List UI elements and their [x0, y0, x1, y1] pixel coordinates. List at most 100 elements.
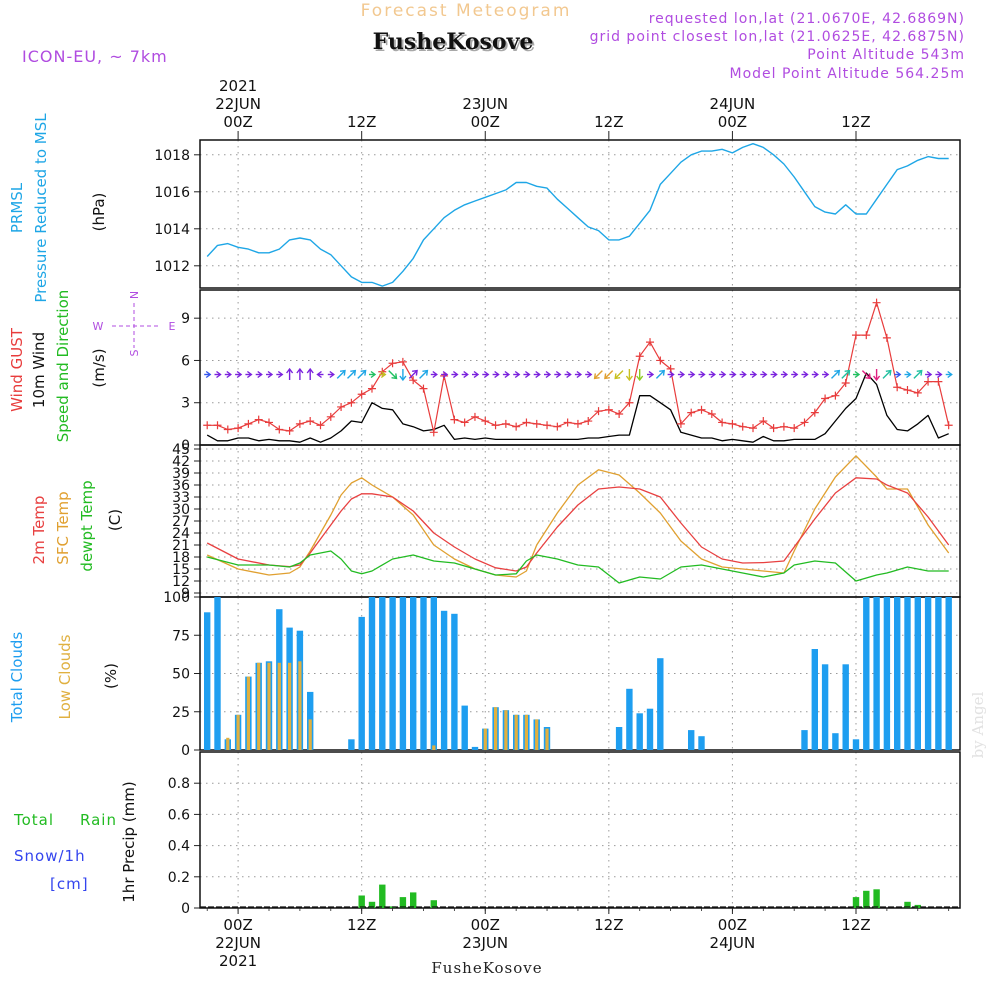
arrow-head — [205, 370, 212, 379]
ytick-label: 1018 — [154, 148, 190, 164]
pressure-label-line1: PRMSL — [8, 182, 26, 233]
wind-direction-arrow — [574, 370, 583, 379]
total-cloud-bar — [420, 597, 427, 750]
arrow-head — [576, 370, 583, 379]
arrow-head — [659, 369, 666, 376]
wind-direction-arrow — [235, 370, 243, 379]
total-cloud-bar — [945, 597, 952, 750]
compass-south: S — [128, 349, 141, 356]
gust-marker — [635, 352, 644, 361]
wind-direction-arrow — [296, 367, 304, 380]
bottom-time-label: 2021 — [219, 952, 257, 970]
arrow-head — [947, 370, 953, 379]
arrow-head — [895, 370, 902, 379]
arrow-head — [873, 375, 881, 382]
panel-frame — [199, 289, 961, 446]
compass-west: W — [93, 320, 104, 333]
arrow-head — [236, 370, 243, 379]
top-time-label: 22JUN — [215, 95, 261, 113]
arrow-head — [452, 370, 459, 379]
arrow-head — [792, 370, 799, 379]
top-time-label: 12Z — [841, 113, 870, 131]
gust-marker — [306, 417, 315, 426]
total-cloud-bar — [348, 739, 355, 750]
top-time-label: 12Z — [594, 113, 623, 131]
total-cloud-bar — [204, 612, 211, 750]
total-cloud-bar — [924, 597, 932, 750]
arrow-head — [741, 370, 747, 379]
wind-direction-arrow — [873, 369, 881, 382]
arrow-head — [360, 369, 367, 376]
gust-marker — [388, 359, 397, 368]
gust-marker — [810, 408, 819, 417]
wind-direction-arrow — [593, 370, 603, 380]
total-cloud-bar — [389, 597, 396, 750]
gust-marker — [749, 424, 758, 433]
arrow-head — [614, 373, 621, 380]
wind-direction-arrow — [822, 370, 830, 379]
arrow-head — [751, 370, 758, 379]
arrow-head — [854, 370, 861, 379]
gust-marker — [264, 418, 273, 427]
top-time-label: 00Z — [471, 113, 500, 131]
location-title: FusheKosove — [373, 29, 534, 55]
wind-direction-arrow — [461, 370, 469, 379]
total-cloud-bar — [821, 664, 829, 750]
gust-marker — [573, 419, 582, 428]
wind-direction-arrow — [708, 370, 716, 379]
gust-marker — [543, 421, 552, 430]
watermark: by Angel — [969, 691, 987, 758]
wind-direction-arrow — [739, 370, 747, 379]
compass-north: N — [128, 291, 141, 299]
rain-bar — [379, 884, 386, 908]
precip-label-snow: Snow/1h — [14, 847, 86, 865]
wind-direction-arrow — [533, 370, 541, 379]
low-cloud-bar — [267, 662, 271, 750]
gust-marker — [831, 391, 840, 400]
gust-marker — [203, 421, 212, 430]
wind-direction-arrow — [780, 370, 789, 379]
wind-label-gust: Wind GUST — [8, 327, 26, 412]
gust-marker — [470, 412, 479, 421]
wind-direction-arrow — [894, 370, 902, 379]
total-cloud-bar — [904, 597, 911, 750]
wind-direction-arrow — [913, 369, 923, 379]
wind-direction-arrow — [729, 370, 737, 379]
wind-gust-line — [207, 302, 950, 433]
total-cloud-bar — [399, 597, 407, 750]
wind-direction-arrow — [698, 370, 706, 379]
arrow-head — [782, 370, 789, 379]
arrow-head — [277, 370, 284, 379]
arrow-head — [329, 370, 335, 379]
gust-marker — [769, 424, 778, 433]
arrow-head — [339, 369, 346, 376]
gust-marker — [326, 412, 335, 421]
low-cloud-bar — [246, 676, 250, 750]
pressure-label-line2: Pressure Reduced to MSL — [32, 113, 50, 303]
ytick-label: 33 — [172, 490, 190, 506]
total-cloud-bar — [842, 664, 849, 750]
gust-marker — [501, 419, 510, 428]
pressure-panel: 1012 1014 1016 1018 — [154, 139, 961, 289]
rain-bar — [430, 900, 437, 908]
gust-marker — [316, 421, 325, 430]
wind-direction-arrow — [316, 370, 324, 379]
closest-coords: grid point closest lon,lat (21.0625E, 42… — [590, 29, 965, 45]
wind-direction-arrow — [523, 370, 531, 379]
arrow-shaft — [388, 370, 397, 379]
sfc-temp-line — [206, 455, 950, 578]
arrow-head — [730, 370, 737, 379]
wind-direction-arrow — [492, 370, 500, 379]
arrow-head — [566, 370, 572, 379]
ytick-label: 6 — [181, 353, 190, 369]
wind-direction-arrow — [882, 369, 892, 379]
wind-direction-arrow — [719, 370, 727, 379]
gust-marker — [790, 424, 799, 433]
bottom-time-label: 00Z — [223, 916, 252, 934]
low-cloud-bar — [545, 728, 549, 750]
total-cloud-bar — [698, 736, 705, 750]
top-time-label: 00Z — [718, 113, 747, 131]
wind-direction-arrow — [861, 370, 872, 380]
